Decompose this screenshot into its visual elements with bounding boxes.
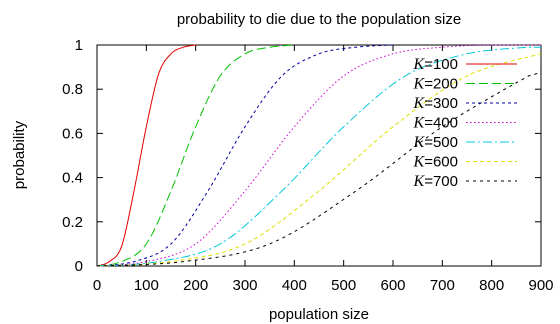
legend-symbol: K: [413, 95, 426, 112]
x-tick-label: 200: [183, 277, 208, 294]
x-tick-label: 800: [479, 277, 504, 294]
legend-item: K=300: [413, 95, 517, 112]
x-tick-label: 900: [528, 277, 553, 294]
legend-label: K=500: [413, 134, 458, 151]
legend-item: K=500: [413, 134, 517, 151]
legend-label: K=600: [413, 154, 458, 171]
legend-value: =200: [424, 76, 458, 93]
series-line: [96, 44, 295, 267]
axis-ticks: 0 100 200 300 400 500 600 700 800 900 0 0.2 0.4 0.6 0.…: [62, 37, 553, 294]
y-tick-label: 0.8: [62, 81, 83, 98]
legend-value: =300: [424, 95, 458, 112]
legend-value: =500: [424, 134, 458, 151]
series-line: [96, 44, 394, 267]
series-line: [96, 71, 542, 267]
x-axis-title: population size: [269, 306, 369, 323]
legend-symbol: K: [413, 134, 426, 151]
legend-item: K=700: [413, 173, 517, 190]
x-tick-label: 100: [134, 277, 159, 294]
legend-item: K=600: [413, 154, 517, 171]
legend-value: =400: [424, 115, 458, 132]
y-tick-label: 0.2: [62, 214, 83, 231]
y-tick-label: 0.4: [62, 170, 83, 187]
x-tick-label: 500: [331, 277, 356, 294]
series-layer: [96, 44, 542, 267]
legend-item: K=100: [413, 56, 517, 73]
legend-label: K=400: [413, 115, 458, 132]
y-tick-label: 0.6: [62, 125, 83, 142]
legend-label: K=200: [413, 76, 458, 93]
y-tick-label: 0: [75, 258, 83, 275]
legend-label: K=700: [413, 173, 458, 190]
legend-label: K=300: [413, 95, 458, 112]
legend-symbol: K: [413, 56, 426, 73]
series-line: [96, 46, 541, 267]
legend-value: =100: [424, 56, 458, 73]
x-tick-label: 400: [282, 277, 307, 294]
chart-title: probability to die due to the population…: [177, 11, 461, 28]
plot-frame: [96, 44, 542, 267]
series-line: [96, 53, 542, 267]
legend-item: K=400: [413, 115, 517, 132]
legend-value: =600: [424, 154, 458, 171]
legend-symbol: K: [413, 154, 426, 171]
x-tick-label: 300: [232, 277, 257, 294]
y-axis-title: probability: [11, 120, 28, 189]
legend-label: K=100: [413, 56, 458, 73]
x-tick-label: 0: [93, 277, 101, 294]
y-tick-label: 1: [75, 37, 83, 54]
x-tick-label: 700: [430, 277, 455, 294]
series-line: [96, 44, 196, 267]
legend-symbol: K: [413, 76, 426, 93]
legend-item: K=200: [413, 76, 517, 93]
x-tick-label: 600: [380, 277, 405, 294]
legend-value: =700: [424, 173, 458, 190]
series-line: [96, 44, 541, 267]
legend-symbol: K: [413, 115, 426, 132]
legend-symbol: K: [413, 173, 426, 190]
